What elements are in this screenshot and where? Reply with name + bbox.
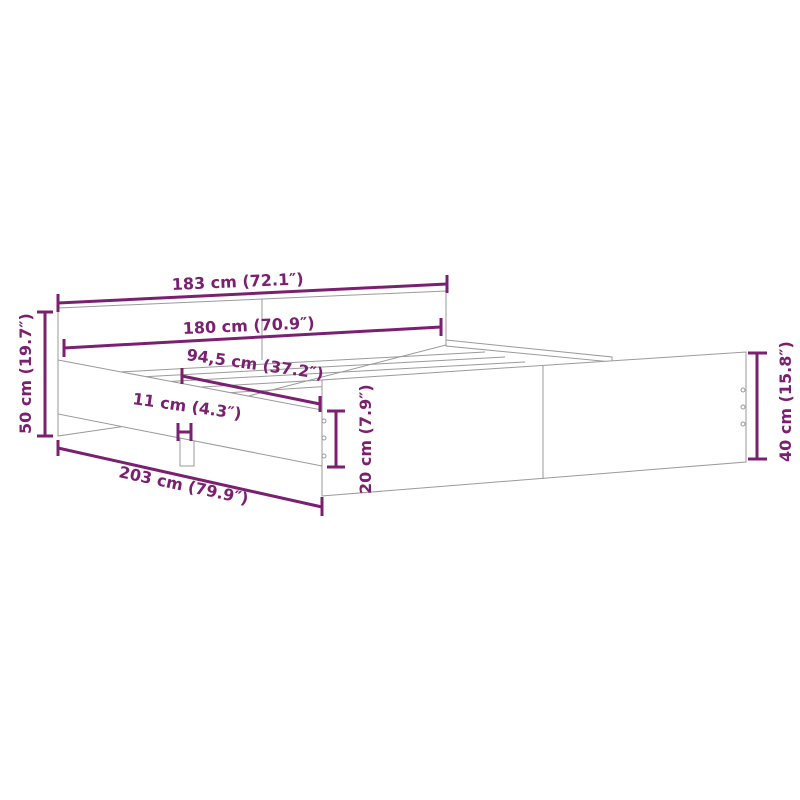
screw-holes — [321, 387, 746, 459]
dimension-inner-width: 180 cm (70.9″) — [62, 313, 443, 357]
label-headboard-height: 50 cm (19.7″) — [16, 313, 35, 434]
label-underbed-clearance: 20 cm (7.9″) — [356, 384, 375, 494]
bed-frame-drawing — [57, 290, 747, 497]
label-headboard-width: 183 cm (72.1″) — [171, 269, 304, 294]
dimension-footboard-height: 40 cm (15.8″) — [748, 341, 795, 462]
dimension-headboard-height: 50 cm (19.7″) — [16, 310, 53, 438]
label-length: 203 cm (79.9″) — [117, 462, 250, 508]
label-footboard-height: 40 cm (15.8″) — [776, 341, 795, 462]
dimension-underbed-clearance: 20 cm (7.9″) — [327, 384, 375, 494]
footboard — [321, 351, 747, 497]
